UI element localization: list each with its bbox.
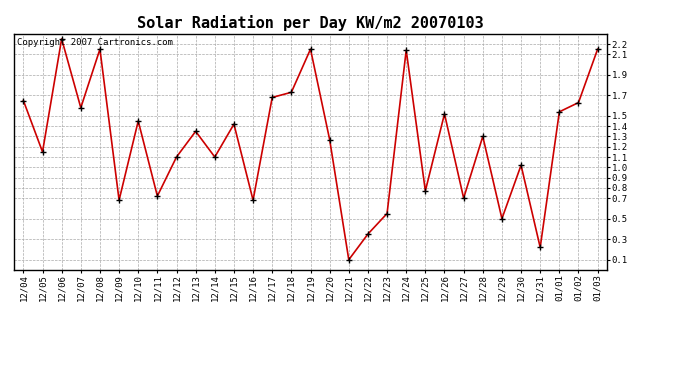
Text: Copyright 2007 Cartronics.com: Copyright 2007 Cartronics.com bbox=[17, 39, 172, 48]
Title: Solar Radiation per Day KW/m2 20070103: Solar Radiation per Day KW/m2 20070103 bbox=[137, 15, 484, 31]
